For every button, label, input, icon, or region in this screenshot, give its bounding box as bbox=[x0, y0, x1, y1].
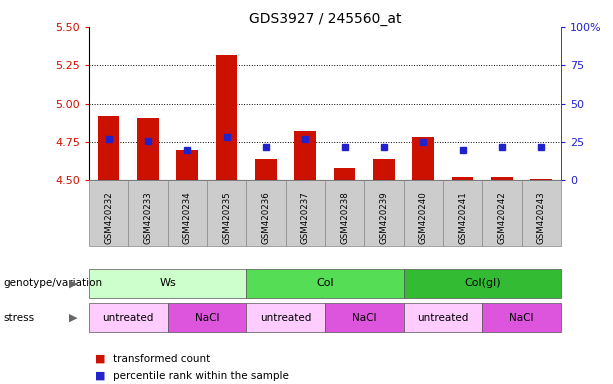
Text: ■: ■ bbox=[95, 371, 105, 381]
Bar bbox=[177, 150, 198, 180]
Text: GSM420242: GSM420242 bbox=[497, 191, 506, 244]
Bar bbox=[530, 179, 552, 180]
Text: untreated: untreated bbox=[417, 313, 468, 323]
Text: GSM420238: GSM420238 bbox=[340, 191, 349, 244]
Text: transformed count: transformed count bbox=[113, 354, 211, 364]
Text: GSM420240: GSM420240 bbox=[419, 191, 428, 244]
Text: ■: ■ bbox=[95, 354, 105, 364]
Text: GSM420241: GSM420241 bbox=[458, 191, 467, 244]
Bar bbox=[452, 177, 473, 180]
Bar bbox=[491, 177, 512, 180]
Bar bbox=[413, 137, 434, 180]
Text: NaCl: NaCl bbox=[509, 313, 534, 323]
Text: GSM420243: GSM420243 bbox=[537, 191, 546, 244]
Text: untreated: untreated bbox=[260, 313, 311, 323]
Text: untreated: untreated bbox=[102, 313, 154, 323]
Bar bbox=[294, 131, 316, 180]
Text: GSM420233: GSM420233 bbox=[143, 191, 153, 244]
Text: GSM420234: GSM420234 bbox=[183, 191, 192, 244]
Text: ▶: ▶ bbox=[69, 278, 78, 288]
Text: stress: stress bbox=[3, 313, 34, 323]
Bar bbox=[216, 55, 237, 180]
Text: ▶: ▶ bbox=[69, 313, 78, 323]
Text: GSM420237: GSM420237 bbox=[301, 191, 310, 244]
Bar bbox=[333, 168, 356, 180]
Title: GDS3927 / 245560_at: GDS3927 / 245560_at bbox=[249, 12, 401, 26]
Text: genotype/variation: genotype/variation bbox=[3, 278, 102, 288]
Text: Ws: Ws bbox=[159, 278, 176, 288]
Text: GSM420239: GSM420239 bbox=[379, 191, 389, 244]
Text: GSM420236: GSM420236 bbox=[261, 191, 270, 244]
Bar bbox=[97, 116, 120, 180]
Bar bbox=[137, 118, 159, 180]
Text: percentile rank within the sample: percentile rank within the sample bbox=[113, 371, 289, 381]
Text: GSM420232: GSM420232 bbox=[104, 191, 113, 244]
Text: Col(gl): Col(gl) bbox=[464, 278, 501, 288]
Text: GSM420235: GSM420235 bbox=[222, 191, 231, 244]
Bar bbox=[373, 159, 395, 180]
Text: Col: Col bbox=[316, 278, 333, 288]
Text: NaCl: NaCl bbox=[195, 313, 219, 323]
Text: NaCl: NaCl bbox=[352, 313, 376, 323]
Bar bbox=[255, 159, 276, 180]
